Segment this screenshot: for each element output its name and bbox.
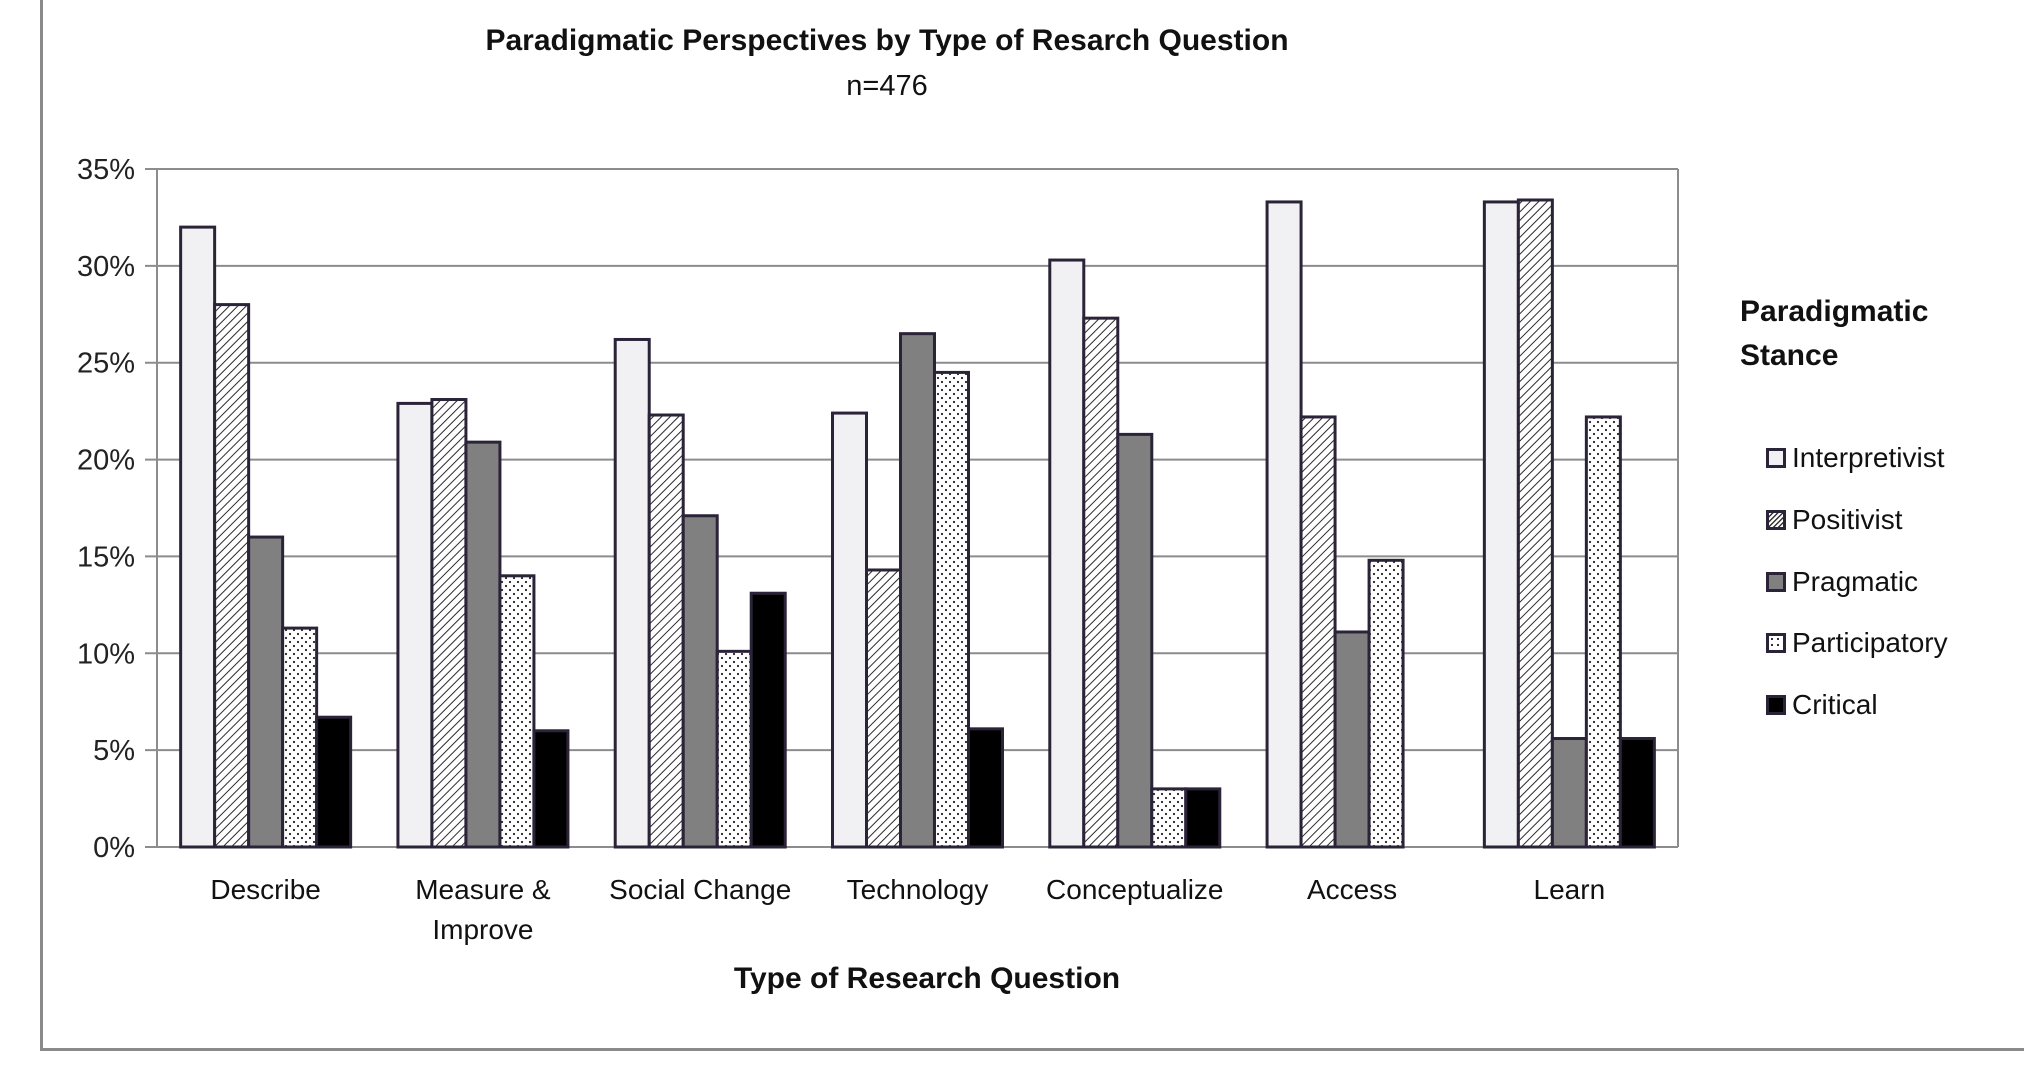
x-tick-label: Conceptualize: [1046, 874, 1224, 905]
bar-critical: [1184, 787, 1222, 849]
x-tick-label: Measure & Improve: [415, 874, 551, 945]
chart-subtitle: n=476: [846, 70, 928, 102]
bar-positivist: [430, 398, 468, 849]
bar-interpretivist: [1265, 200, 1303, 849]
bar-pragmatic: [247, 535, 285, 849]
y-tick-label: 25%: [77, 348, 135, 380]
bar-interpretivist: [613, 337, 651, 849]
legend-label: Positivist: [1792, 504, 1903, 535]
x-tick-label: Learn: [1533, 874, 1606, 905]
chart-title: Paradigmatic Perspectives by Type of Res…: [485, 24, 1289, 57]
bar-critical: [315, 715, 353, 849]
bar-pragmatic: [1550, 737, 1588, 849]
bar-positivist: [647, 413, 685, 849]
bar-positivist: [1516, 198, 1554, 849]
bar-participatory: [1150, 787, 1188, 849]
legend-title: Paradigmatic Stance: [1740, 290, 1928, 378]
bar-positivist: [865, 568, 902, 849]
legend-swatch-icon: [1766, 448, 1786, 468]
bar-positivist: [1299, 415, 1337, 849]
bar-participatory: [281, 626, 319, 849]
bars: [179, 198, 1656, 849]
bar-participatory: [933, 370, 970, 849]
bar-critical: [749, 591, 787, 849]
legend-item-participatory: Participatory: [1766, 623, 1948, 663]
legend-swatch-icon: [1766, 633, 1786, 653]
legend-swatch-icon: [1766, 695, 1786, 715]
bar-interpretivist: [831, 411, 868, 849]
y-tick-label: 30%: [77, 251, 135, 283]
legend-label: Interpretivist: [1792, 442, 1945, 473]
y-tick-label: 10%: [77, 638, 135, 670]
y-tick-label: 35%: [77, 154, 135, 186]
bar-pragmatic: [1333, 630, 1371, 849]
legend-title-line2: Stance: [1740, 339, 1839, 372]
y-tick-label: 15%: [77, 541, 135, 573]
legend-item-interpretivist: Interpretivist: [1766, 438, 1945, 478]
x-axis-title: Type of Research Question: [733, 962, 1121, 995]
bar-pragmatic: [681, 514, 719, 849]
bar-pragmatic: [464, 440, 502, 849]
bar-positivist: [213, 303, 251, 849]
x-tick-label: Technology: [846, 874, 989, 905]
legend-swatch-icon: [1766, 510, 1786, 530]
x-tick-label: Describe: [210, 874, 321, 905]
legend-item-pragmatic: Pragmatic: [1766, 562, 1918, 602]
y-tick-label: 20%: [77, 445, 135, 477]
bar-positivist: [1082, 316, 1120, 849]
legend-swatch-icon: [1766, 572, 1786, 592]
legend-item-critical: Critical: [1766, 685, 1878, 725]
legend-label: Pragmatic: [1792, 566, 1919, 597]
bar-critical: [1618, 737, 1656, 849]
bar-critical: [967, 727, 1004, 849]
bar-pragmatic: [899, 332, 936, 849]
bar-pragmatic: [1116, 432, 1154, 849]
bar-participatory: [498, 574, 536, 849]
bar-interpretivist: [1048, 258, 1086, 849]
bar-interpretivist: [396, 401, 434, 849]
y-axis-ticks: 0% 5% 10% 15% 20% 25% 30% 35%: [77, 154, 135, 864]
legend-title-line1: Paradigmatic: [1740, 295, 1929, 328]
bar-participatory: [1367, 558, 1405, 849]
y-tick-label: 0%: [93, 832, 135, 864]
bar-participatory: [715, 649, 753, 849]
bar-critical: [532, 729, 570, 849]
legend-label: Participatory: [1792, 627, 1948, 658]
x-tick-label: Access: [1306, 874, 1398, 905]
chart-frame: [40, 0, 2024, 1051]
x-tick-label: Social Change: [609, 874, 792, 905]
legend-label: Critical: [1792, 689, 1878, 720]
y-tick-label: 5%: [93, 735, 135, 767]
bar-interpretivist: [1482, 200, 1520, 849]
bar-interpretivist: [179, 225, 217, 849]
legend-item-positivist: Positivist: [1766, 500, 1902, 540]
bar-participatory: [1584, 415, 1622, 849]
